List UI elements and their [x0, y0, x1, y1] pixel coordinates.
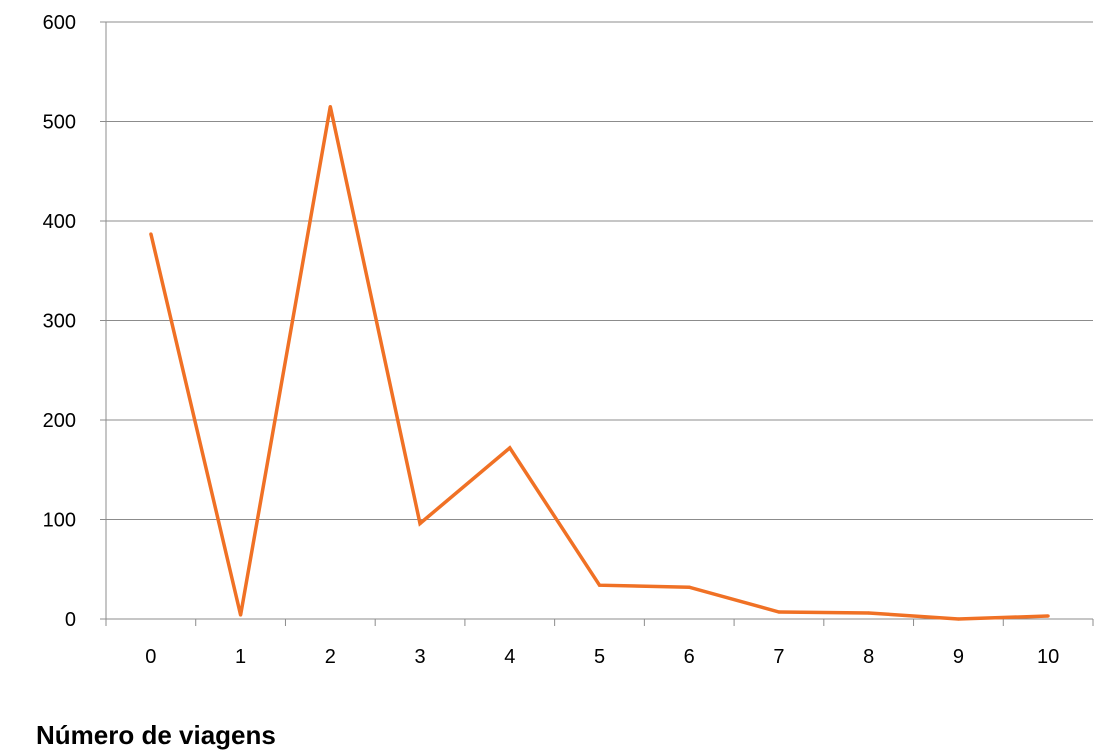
- data-point: [1046, 614, 1050, 618]
- y-tick-label: 600: [43, 12, 76, 34]
- x-tick-label: 10: [1037, 646, 1059, 668]
- x-tick-label: 1: [235, 646, 246, 668]
- y-tick-label: 400: [43, 211, 76, 233]
- y-tick-label: 200: [43, 410, 76, 432]
- x-tick-label: 6: [684, 646, 695, 668]
- data-point: [956, 617, 961, 621]
- x-tick-label: 0: [145, 646, 156, 668]
- y-tick-label: 300: [43, 311, 76, 333]
- data-point: [597, 583, 602, 587]
- data-point: [238, 613, 243, 617]
- x-tick-label: 7: [773, 646, 784, 668]
- x-tick-label: 4: [504, 646, 515, 668]
- x-tick-label: 9: [953, 646, 964, 668]
- y-tick-label: 500: [43, 112, 76, 134]
- data-point: [867, 611, 871, 615]
- data-point: [328, 104, 332, 109]
- x-tick-labels: 0 1 2 3 4 5 6 7 8 9 10: [145, 646, 1059, 668]
- data-point: [418, 521, 422, 526]
- y-tick-label: 100: [43, 510, 76, 532]
- series-line: [149, 106, 1049, 621]
- x-tick-label: 5: [594, 646, 605, 668]
- x-tick-label: 2: [325, 646, 336, 668]
- data-point: [687, 585, 691, 589]
- x-tick-label: 3: [414, 646, 425, 668]
- data-point: [508, 446, 512, 450]
- y-tick-label: 0: [65, 609, 76, 631]
- data-point: [149, 232, 153, 236]
- y-tick-labels: 0 100 200 300 400 500 600: [43, 12, 76, 631]
- x-tick-label: 8: [863, 646, 874, 668]
- line-chart: 0 100 200 300 400 500 600 0 1 2 3 4 5 6 7 8 9 10: [43, 12, 1094, 668]
- axes: [100, 21, 1094, 626]
- chart-caption: Número de viagens: [36, 720, 276, 750]
- series-layer: [149, 104, 1050, 621]
- gridlines: [106, 21, 1093, 520]
- data-point: [777, 610, 781, 614]
